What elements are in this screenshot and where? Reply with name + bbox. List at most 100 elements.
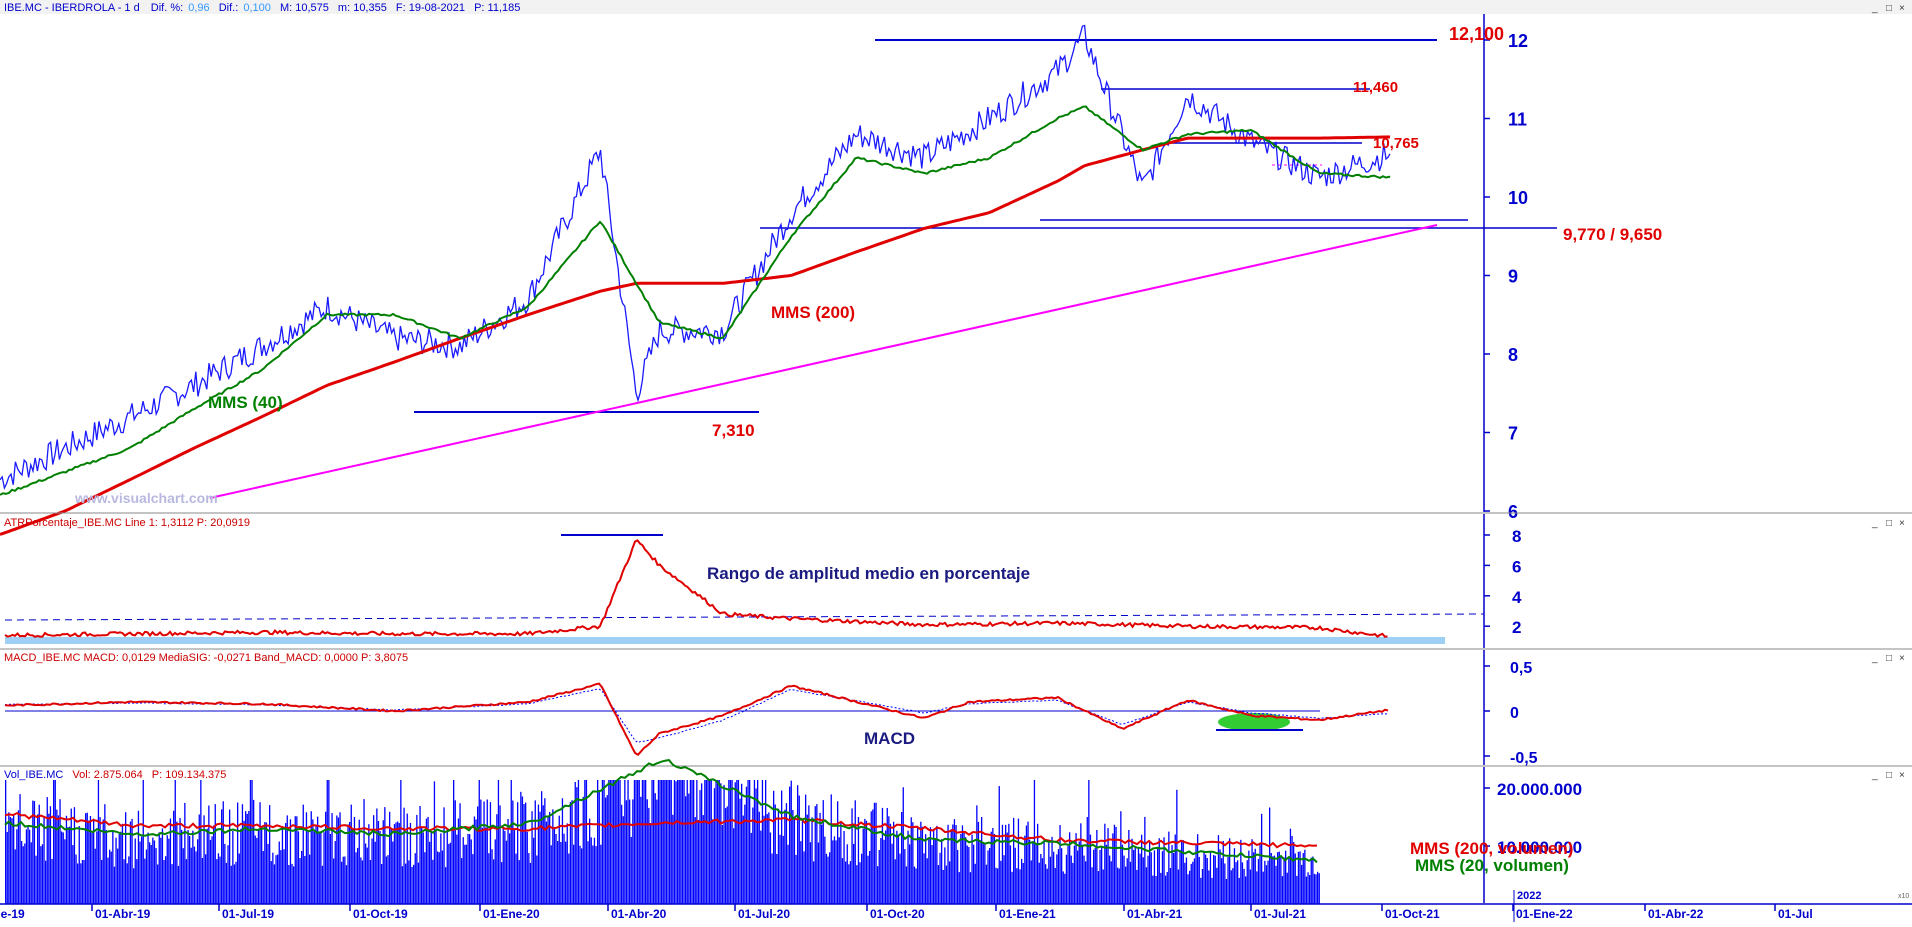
volume-bar [841,858,844,904]
atr-maximize-button[interactable]: □ [1886,518,1892,529]
macd-ytick-label: 0 [1510,705,1519,722]
volume-bar [129,821,132,904]
volume-bar [1259,843,1261,904]
volume-bar [384,807,386,904]
volume-bar [398,823,400,904]
header-date: F: 19-08-2021 [396,2,465,14]
volume-bar [749,780,751,904]
volume-bar [509,833,511,904]
volume-bar [510,780,512,904]
volume-close-button[interactable]: × [1899,770,1905,781]
volume-bar [595,846,597,904]
volume-bar [1163,837,1165,904]
volume-bar [737,780,740,904]
volume-bar [379,831,381,904]
volume-bar [1225,879,1228,904]
macd-close-button[interactable]: × [1899,653,1905,664]
volume-bar [1241,862,1244,904]
volume-bar [811,817,813,904]
volume-bar [227,845,229,904]
volume-bar [294,816,296,904]
volume-bar [1201,869,1204,904]
atr-minimize-button[interactable]: _ [1871,518,1878,529]
volume-bar [1097,871,1100,904]
volume-bar [1025,825,1028,904]
volume-bar [222,801,224,904]
volume-bar [401,866,404,904]
volume-bar [581,848,583,904]
x-tick-label-01-oct-20: 01-Oct-20 [870,907,925,921]
volume-bar [888,816,890,904]
volume-bar [1003,855,1005,904]
macd-minimize-button[interactable]: _ [1871,653,1878,664]
volume-bar [181,829,183,904]
watermark: www.visualchart.com [74,490,218,506]
volume-bar [707,780,709,904]
volume-bar [664,780,666,904]
volume-bar [339,812,341,904]
volume-bar [603,780,605,904]
main-minimize-button[interactable]: _ [1871,3,1878,14]
volume-bar [731,780,733,904]
macd-series-line [4,682,1389,756]
volume-bar [1029,839,1031,904]
macd-ytick-label: -0,5 [1510,750,1538,767]
volume-bar [405,863,407,904]
volume-bar [638,780,640,904]
volume-bar [670,780,672,904]
volume-bar [1142,857,1144,904]
volume-bar [403,807,405,904]
volume-bar [545,821,548,904]
volume-bar [793,817,796,904]
volume-bar [1189,870,1191,904]
volume-bar [334,841,336,904]
volume-bar [1133,849,1135,904]
volume-minimize-button[interactable]: _ [1871,770,1878,781]
volume-maximize-button[interactable]: □ [1886,770,1892,781]
volume-bar [1265,865,1268,904]
volume-bar [702,815,704,904]
volume-bar [1032,842,1034,904]
volume-bar [137,810,140,904]
volume-bar [78,826,80,904]
macd-maximize-button[interactable]: □ [1886,653,1892,664]
volume-bar [624,780,626,904]
volume-bar [101,859,103,904]
volume-bar [61,831,63,904]
volume-bar [1310,857,1312,904]
volume-bar [265,822,268,904]
volume-bar [957,849,959,904]
volume-bar [1216,867,1218,904]
volume-bar [648,807,650,904]
volume-bar [573,844,575,904]
volume-bar [1072,862,1074,904]
volume-bar [160,837,162,904]
volume-bar [520,791,522,904]
volume-bar [264,822,266,904]
volume-bars [5,780,1320,904]
main-maximize-button[interactable]: □ [1886,3,1892,14]
volume-bar [1150,852,1152,904]
volume-bar [675,781,677,904]
volume-bar [163,860,165,904]
volume-bar [1289,828,1292,904]
volume-bar [1112,833,1114,904]
volume-bar [246,813,248,904]
volume-bar [1057,849,1060,904]
volume-bar [1099,850,1101,904]
volume-bar [897,834,900,904]
volume-bar [829,852,831,904]
x-tick-label-01-ene-21: 01-Ene-21 [999,907,1056,921]
volume-bar [809,842,812,904]
volume-bar [544,798,546,904]
volume-bar [1277,852,1279,904]
volume-bar [926,858,928,904]
volume-bar [473,816,476,904]
atr-close-button[interactable]: × [1899,518,1905,529]
volume-bar [123,859,125,904]
volume-bar [225,862,228,904]
volume-bar [1198,856,1200,904]
volume-bar [453,780,455,904]
volume-bar [352,828,354,904]
main-close-button[interactable]: × [1899,3,1905,14]
